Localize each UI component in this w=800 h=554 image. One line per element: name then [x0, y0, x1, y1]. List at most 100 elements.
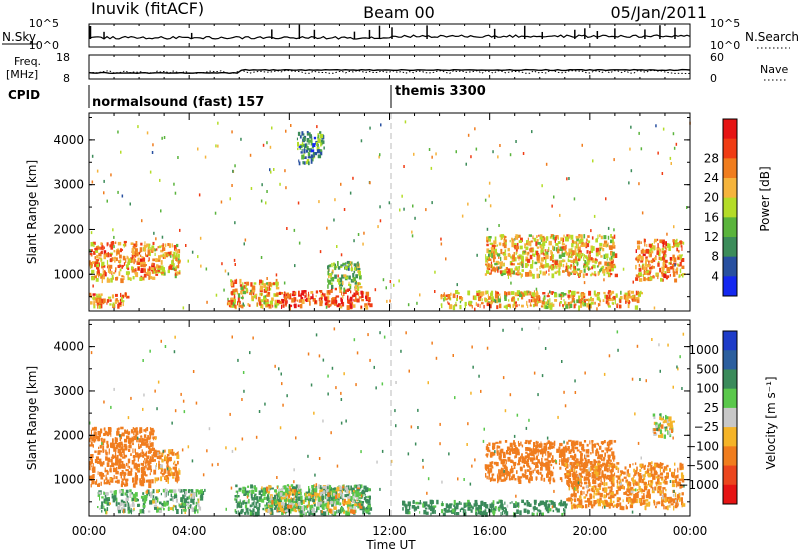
data-cell: [541, 450, 545, 454]
data-cell: [317, 138, 321, 144]
data-cell: [518, 457, 522, 462]
data-cell: [533, 462, 536, 465]
data-cell: [116, 431, 120, 436]
data-cell: [174, 470, 178, 473]
data-cell: [512, 240, 515, 243]
data-cell: [140, 495, 144, 499]
data-cell: [125, 500, 128, 505]
data-cell: [547, 299, 549, 304]
data-cell: [628, 293, 631, 296]
data-cell: [347, 485, 350, 491]
data-cell: [558, 293, 562, 297]
data-cell: [456, 512, 460, 516]
data-cell: [133, 508, 135, 512]
data-cell: [120, 474, 122, 479]
data-cell: [337, 261, 339, 266]
data-cell: [669, 499, 673, 503]
data-cell: [581, 301, 585, 305]
data-cell: [158, 464, 162, 468]
data-cell: [266, 506, 268, 511]
data-cell: [152, 247, 155, 252]
data-cell: [591, 440, 593, 445]
data-cell: [266, 141, 268, 145]
data-cell: [288, 494, 290, 498]
data-cell: [625, 300, 627, 304]
data-cell: [156, 258, 157, 263]
data-cell: [657, 243, 659, 248]
data-cell: [308, 512, 311, 516]
data-cell: [651, 243, 653, 246]
data-cell: [313, 503, 316, 507]
data-cell: [542, 297, 545, 302]
data-cell: [151, 245, 155, 250]
data-cell: [121, 448, 125, 454]
data-cell: [535, 441, 539, 444]
data-cell: [104, 430, 107, 435]
data-cell: [268, 491, 270, 496]
data-cell: [268, 484, 270, 490]
data-cell: [355, 292, 359, 295]
data-cell: [568, 296, 570, 300]
data-cell: [90, 242, 94, 247]
data-cell: [529, 291, 532, 296]
data-cell: [597, 451, 600, 456]
data-cell: [597, 293, 600, 297]
data-cell: [403, 207, 405, 211]
data-cell: [538, 503, 541, 507]
data-cell: [531, 259, 534, 264]
data-cell: [167, 269, 170, 274]
data-cell: [454, 508, 457, 511]
data-cell: [233, 258, 236, 262]
data-cell: [197, 504, 200, 507]
data-cell: [236, 493, 238, 499]
data-cell: [103, 298, 106, 303]
data-cell: [593, 443, 597, 448]
data-cell: [619, 505, 623, 510]
data-cell: [149, 431, 153, 435]
data-cell: [608, 294, 611, 299]
data-cell: [682, 241, 685, 245]
data-cell: [642, 476, 646, 481]
data-cell: [300, 502, 303, 505]
data-cell: [598, 461, 601, 464]
data-cell: [141, 256, 144, 259]
data-cell: [95, 298, 99, 303]
data-cell: [92, 444, 94, 448]
data-cell: [678, 264, 681, 267]
data-cell: [654, 238, 657, 243]
data-cell: [332, 297, 336, 301]
nsky-trace: [88, 34, 691, 40]
data-cell: [90, 249, 93, 252]
data-cell: [467, 499, 470, 503]
data-cell: [500, 458, 503, 463]
data-cell: [174, 273, 177, 279]
data-cell: [579, 270, 583, 274]
data-cell: [525, 246, 529, 251]
data-cell: [336, 486, 340, 492]
data-cell: [569, 301, 572, 307]
data-cell: [149, 440, 151, 445]
data-cell: [548, 268, 550, 272]
data-cell: [579, 458, 583, 463]
data-cell: [141, 451, 145, 455]
data-cell: [515, 248, 518, 252]
data-cell: [647, 270, 651, 276]
data-cell: [464, 303, 466, 309]
data-cell: [560, 499, 563, 503]
data-cell: [131, 269, 135, 273]
data-cell: [503, 262, 505, 266]
data-cell: [504, 440, 508, 443]
data-cell: [627, 304, 630, 309]
data-cell: [592, 479, 594, 484]
data-cell: [162, 451, 164, 456]
data-cell: [572, 473, 574, 478]
data-cell: [527, 251, 530, 255]
data-cell: [548, 273, 550, 276]
data-cell: [545, 451, 547, 456]
data-cell: [152, 241, 155, 245]
data-cell: [270, 501, 273, 504]
data-cell: [118, 509, 121, 514]
data-cell: [566, 475, 570, 479]
data-cell: [171, 243, 173, 248]
data-cell: [155, 270, 158, 274]
